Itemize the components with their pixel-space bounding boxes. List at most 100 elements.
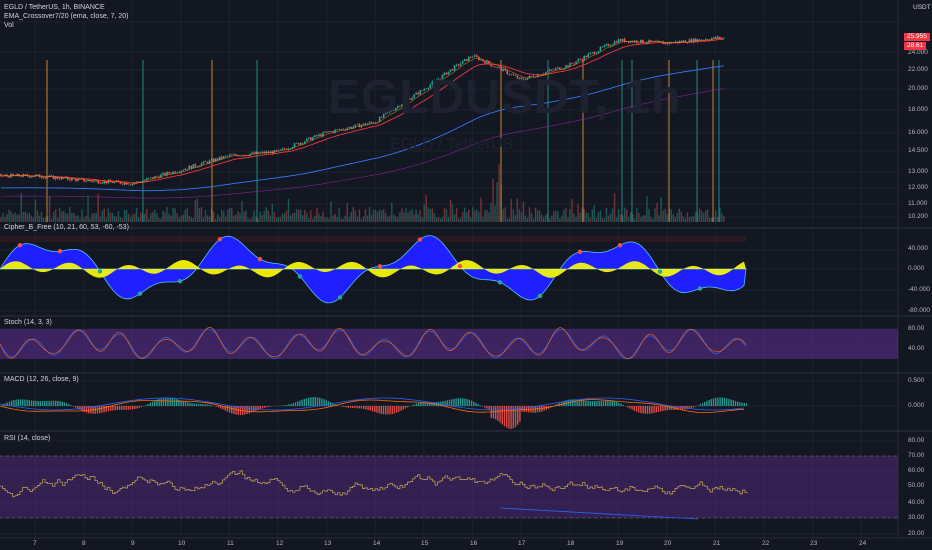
volume-bar bbox=[261, 214, 263, 222]
candle-body bbox=[350, 127, 353, 129]
macd-histogram-bar bbox=[602, 400, 605, 406]
volume-bar bbox=[312, 218, 314, 222]
volume-bar bbox=[385, 212, 387, 222]
candle-body bbox=[328, 131, 330, 133]
cipher-legend[interactable]: Cipher_B_Free (10, 21, 60, 53, -60, -53) bbox=[4, 224, 129, 231]
macd-histogram-bar bbox=[52, 400, 55, 406]
macd-histogram-bar bbox=[638, 406, 640, 413]
candle-body bbox=[182, 170, 185, 171]
candle-body bbox=[303, 141, 306, 144]
volume-bar bbox=[28, 212, 31, 222]
volume-bar bbox=[253, 210, 255, 222]
candle-body bbox=[101, 183, 104, 184]
volume-bar bbox=[42, 217, 45, 222]
time-axis-label: 8 bbox=[82, 540, 86, 547]
macd-pane bbox=[0, 397, 748, 429]
macd-histogram-bar bbox=[321, 398, 323, 406]
macd-histogram-bar bbox=[730, 399, 732, 406]
candle-body bbox=[522, 78, 525, 80]
macd-histogram-bar bbox=[398, 406, 400, 412]
rsi-legend[interactable]: RSI (14, close) bbox=[4, 435, 51, 442]
candle-body bbox=[382, 113, 385, 118]
price-axis-label: 11.000 bbox=[908, 200, 928, 207]
volume-bar bbox=[719, 207, 721, 222]
macd-histogram-bar bbox=[717, 397, 719, 406]
ema-legend[interactable]: EMA_Crossover7/20 (ema, close, 7, 20) bbox=[4, 13, 129, 20]
volume-bar bbox=[109, 212, 112, 222]
volume-bar bbox=[32, 217, 35, 222]
volume-bar bbox=[0, 217, 2, 222]
volume-bar bbox=[360, 218, 363, 222]
candle-body bbox=[348, 127, 351, 129]
candle-body bbox=[334, 129, 336, 133]
macd-histogram-bar bbox=[35, 400, 37, 406]
macd-histogram-bar bbox=[132, 406, 134, 410]
symbol-legend[interactable]: EGLD / TetherUS, 1h, BINANCE bbox=[4, 4, 105, 11]
volume-bar bbox=[314, 215, 316, 222]
candle-body bbox=[573, 63, 575, 65]
macd-histogram-bar bbox=[138, 406, 140, 408]
candle-body bbox=[212, 158, 215, 162]
candle-body bbox=[559, 67, 561, 70]
candle-body bbox=[297, 143, 300, 145]
volume-bar bbox=[235, 214, 237, 222]
volume-bar bbox=[704, 210, 707, 222]
currency-label[interactable]: USDT bbox=[913, 4, 931, 11]
candle-body bbox=[591, 52, 594, 53]
volume-bar bbox=[368, 207, 371, 222]
macd-histogram-bar bbox=[385, 406, 387, 415]
candle-body bbox=[567, 65, 569, 67]
volume-bar bbox=[358, 209, 361, 222]
candle-body bbox=[587, 53, 590, 58]
volume-bar bbox=[431, 208, 434, 222]
candle-body bbox=[447, 71, 450, 75]
macd-histogram-bar bbox=[158, 398, 160, 406]
macd-histogram-bar bbox=[261, 406, 264, 409]
cipher-dot bbox=[577, 249, 583, 255]
volume-bar bbox=[455, 208, 458, 222]
candle-body bbox=[20, 176, 23, 177]
volume-bar bbox=[632, 214, 634, 222]
volume-bar bbox=[688, 217, 691, 222]
candle-body bbox=[32, 176, 35, 178]
volume-bar bbox=[723, 216, 725, 222]
candle-body bbox=[28, 176, 31, 178]
macd-histogram-bar bbox=[453, 398, 455, 406]
candle-body bbox=[399, 105, 401, 107]
cipher-dot bbox=[337, 295, 343, 300]
candle-body bbox=[150, 177, 152, 178]
macd-histogram-bar bbox=[589, 401, 591, 406]
volume-bar bbox=[545, 214, 547, 222]
macd-histogram-bar bbox=[382, 406, 385, 415]
candle-body bbox=[469, 57, 472, 58]
volume-bar bbox=[279, 217, 282, 222]
volume-bar bbox=[140, 212, 142, 222]
macd-histogram-bar bbox=[664, 406, 666, 411]
volume-bar bbox=[245, 210, 247, 222]
candle-body bbox=[488, 61, 490, 64]
candle-body bbox=[4, 174, 6, 176]
volume-bar bbox=[20, 193, 22, 222]
candle-body bbox=[176, 172, 178, 173]
macd-legend[interactable]: MACD (12, 26, close, 9) bbox=[4, 376, 79, 383]
candle-body bbox=[54, 176, 57, 180]
macd-histogram-bar bbox=[651, 406, 653, 414]
volume-bar bbox=[208, 216, 211, 222]
macd-histogram-bar bbox=[70, 405, 72, 406]
candle-body bbox=[502, 68, 504, 72]
stoch-legend[interactable]: Stoch (14, 3, 3) bbox=[4, 319, 52, 326]
volume-bar bbox=[571, 199, 573, 222]
volume-bar bbox=[259, 211, 261, 222]
volume-bar bbox=[676, 212, 679, 222]
macd-axis-label: 0.000 bbox=[908, 402, 925, 409]
volume-legend[interactable]: Vol bbox=[4, 22, 14, 29]
volume-bar bbox=[411, 209, 413, 222]
volume-bar bbox=[619, 214, 622, 222]
macd-histogram-bar bbox=[200, 403, 202, 406]
volume-bar bbox=[490, 203, 492, 222]
volume-bar bbox=[538, 210, 541, 222]
macd-histogram-bar bbox=[387, 406, 389, 415]
volume-bar bbox=[682, 216, 685, 222]
main-legend[interactable]: EGLD / TetherUS, 1h, BINANCE EMA_Crossov… bbox=[4, 3, 129, 30]
